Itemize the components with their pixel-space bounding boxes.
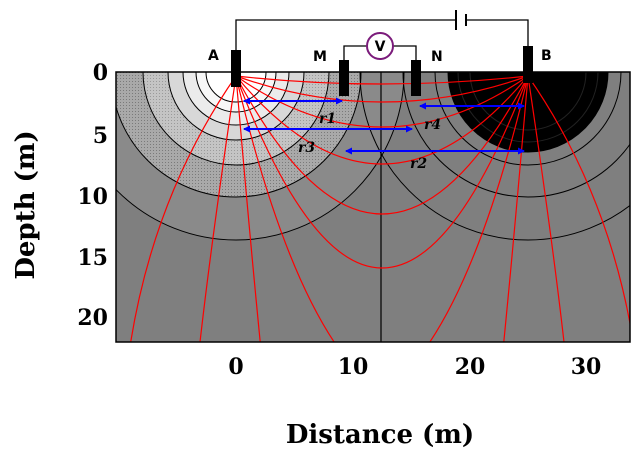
x-tick-10: 10 — [338, 354, 369, 380]
x-tick-30: 30 — [571, 354, 602, 380]
voltmeter-label: V — [375, 39, 386, 55]
electrode-b — [523, 46, 533, 83]
voltmeter-icon — [366, 32, 394, 60]
electrode-m-label: M — [313, 49, 327, 65]
y-tick-5: 5 — [93, 123, 108, 149]
electrode-a-label: A — [208, 48, 219, 64]
x-axis-title: Distance (m) — [286, 420, 474, 450]
x-tick-0: 0 — [228, 354, 243, 380]
plot-frame — [115, 71, 631, 343]
potential-wire-n — [393, 45, 417, 62]
x-tick-labels: 0 10 20 30 — [228, 354, 601, 380]
distance-arrows — [243, 97, 525, 155]
circuit — [235, 10, 529, 62]
equipotentials-b — [359, 72, 630, 241]
y-tick-labels: 0 5 10 15 20 — [77, 60, 108, 331]
label-r1: r1 — [319, 111, 336, 127]
y-tick-20: 20 — [77, 305, 108, 331]
electrode-m — [339, 60, 349, 96]
y-tick-0: 0 — [93, 60, 108, 86]
electrode-a — [231, 50, 241, 87]
label-r2: r2 — [410, 156, 427, 172]
electrode-n — [411, 60, 421, 96]
current-circuit-wire-right — [466, 19, 529, 48]
x-tick-20: 20 — [455, 354, 486, 380]
label-r4: r4 — [424, 117, 441, 133]
electrode-n-label: N — [431, 49, 443, 65]
electrode-b-label: B — [541, 48, 552, 64]
current-circuit-wire — [235, 19, 456, 52]
y-axis-title: Depth (m) — [11, 130, 41, 279]
y-tick-15: 15 — [77, 245, 108, 271]
current-flow-lines — [130, 75, 630, 342]
label-r3: r3 — [298, 140, 315, 156]
subsurface-section: r1 r4 r3 r2 — [116, 72, 630, 342]
potential-wire-m — [343, 45, 367, 62]
y-tick-10: 10 — [77, 184, 108, 210]
